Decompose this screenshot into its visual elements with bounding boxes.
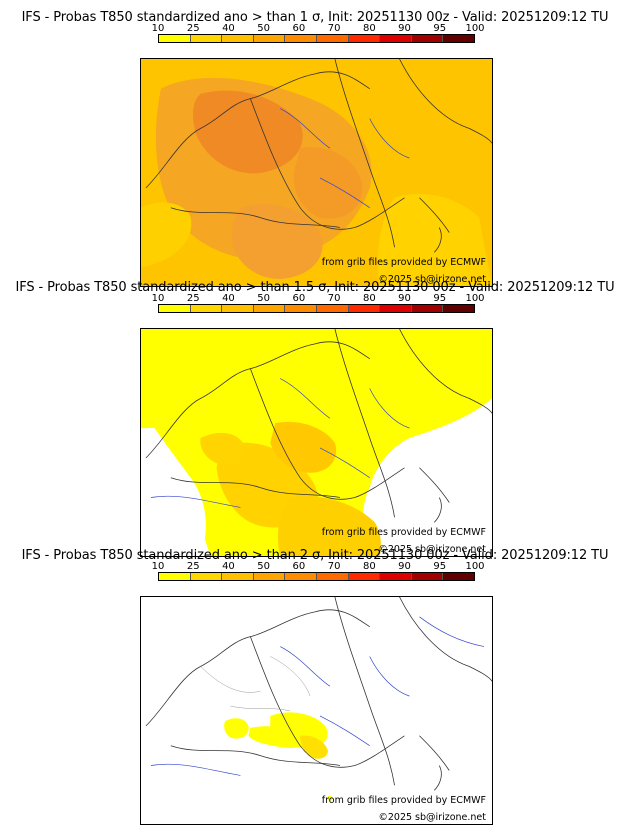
colorbar-tick-label: 80 xyxy=(362,561,376,572)
colorbar-tick-label: 100 xyxy=(465,23,485,34)
colorbar-tick-label: 50 xyxy=(257,293,271,304)
colorbar-tick-label: 25 xyxy=(186,23,200,34)
colorbar-tick-label: 60 xyxy=(292,561,306,572)
colorbar-segment xyxy=(222,573,254,580)
colorbar-segment xyxy=(190,573,223,580)
colorbar-tick-label: 80 xyxy=(362,23,376,34)
colorbar-segment xyxy=(443,305,474,312)
colorbar-segment xyxy=(443,573,474,580)
colorbar-tick-label: 80 xyxy=(362,293,376,304)
colorbar-tick-label: 50 xyxy=(257,561,271,572)
colorbar-segment xyxy=(411,573,444,580)
colorbar-segment xyxy=(159,573,191,580)
colorbar-segment xyxy=(411,35,444,42)
source-credit: from grib files provided by ECMWF xyxy=(321,257,486,268)
probability-map xyxy=(141,329,492,556)
colorbar-segment xyxy=(285,573,317,580)
copyright-credit: ©2025 sb@irizone.net xyxy=(378,812,486,823)
colorbar-tick-label: 90 xyxy=(398,23,411,34)
colorbar-segment xyxy=(253,305,286,312)
colorbar-segment xyxy=(316,573,349,580)
colorbar-segment xyxy=(380,35,412,42)
colorbar-tick-label: 10 xyxy=(151,23,165,34)
colorbar-segment xyxy=(222,35,254,42)
colorbar-segment xyxy=(253,573,286,580)
panel-2: IFS - Probas T850 standardized ano > tha… xyxy=(0,280,630,557)
probability-map xyxy=(141,597,492,824)
colorbar-tick-label: 25 xyxy=(186,293,200,304)
copyright-credit: ©2025 sb@irizone.net xyxy=(378,274,486,285)
panel-1: IFS - Probas T850 standardized ano > tha… xyxy=(0,10,630,287)
colorbar-segment xyxy=(190,35,223,42)
colorbar-tick-label: 95 xyxy=(433,293,447,304)
colorbar-segment xyxy=(253,35,286,42)
copyright-credit: ©2025 sb@irizone.net xyxy=(378,544,486,555)
colorbar-tick-label: 95 xyxy=(433,23,447,34)
colorbar-tick-label: 10 xyxy=(151,561,165,572)
panel-title: IFS - Probas T850 standardized ano > tha… xyxy=(15,280,615,295)
colorbar-tick-label: 90 xyxy=(398,561,411,572)
colorbar-segment xyxy=(190,305,223,312)
map: from grib files provided by ECMWF ©2025 … xyxy=(140,328,493,557)
map: from grib files provided by ECMWF ©2025 … xyxy=(140,58,493,287)
colorbar-segment xyxy=(443,35,474,42)
colorbar-segment xyxy=(316,35,349,42)
colorbar-tick-label: 70 xyxy=(327,293,341,304)
probability-map xyxy=(141,59,492,286)
colorbar-tick-label: 50 xyxy=(257,23,271,34)
colorbar-segment xyxy=(159,305,191,312)
panel-title: IFS - Probas T850 standardized ano > tha… xyxy=(21,10,609,25)
colorbar-tick-label: 40 xyxy=(222,23,235,34)
colorbar-tick-label: 10 xyxy=(151,293,165,304)
colorbar-tick-label: 25 xyxy=(186,561,200,572)
colorbar-segment xyxy=(380,573,412,580)
colorbar-segment xyxy=(222,305,254,312)
colorbar-segment xyxy=(348,573,381,580)
colorbar-tick-label: 90 xyxy=(398,293,411,304)
colorbar-tick-label: 95 xyxy=(433,561,447,572)
colorbar-segment xyxy=(159,35,191,42)
colorbar-segment xyxy=(380,305,412,312)
colorbar-tick-label: 70 xyxy=(327,23,341,34)
colorbar-tick-label: 40 xyxy=(222,561,235,572)
source-credit: from grib files provided by ECMWF xyxy=(321,795,486,806)
colorbar-tick-label: 100 xyxy=(465,561,485,572)
colorbar xyxy=(158,304,475,313)
colorbar-tick-label: 70 xyxy=(327,561,341,572)
colorbar-segment xyxy=(411,305,444,312)
map: from grib files provided by ECMWF ©2025 … xyxy=(140,596,493,825)
colorbar xyxy=(158,34,475,43)
colorbar-segment xyxy=(316,305,349,312)
colorbar xyxy=(158,572,475,581)
colorbar-segment xyxy=(348,305,381,312)
colorbar-tick-label: 60 xyxy=(292,293,306,304)
colorbar-tick-label: 60 xyxy=(292,23,306,34)
colorbar-tick-label: 40 xyxy=(222,293,235,304)
panel-title: IFS - Probas T850 standardized ano > tha… xyxy=(21,548,609,563)
source-credit: from grib files provided by ECMWF xyxy=(321,527,486,538)
colorbar-segment xyxy=(348,35,381,42)
colorbar-tick-label: 100 xyxy=(465,293,485,304)
colorbar-segment xyxy=(285,305,317,312)
panel-3: IFS - Probas T850 standardized ano > tha… xyxy=(0,548,630,825)
colorbar-segment xyxy=(285,35,317,42)
